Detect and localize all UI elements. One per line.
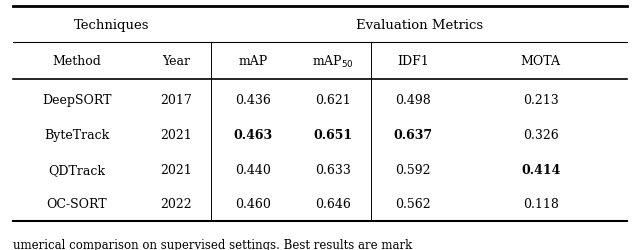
Text: 2017: 2017 — [160, 94, 192, 107]
Text: 0.498: 0.498 — [395, 94, 431, 107]
Text: 0.633: 0.633 — [315, 163, 351, 176]
Text: DeepSORT: DeepSORT — [42, 94, 111, 107]
Text: 2022: 2022 — [160, 198, 192, 210]
Text: IDF1: IDF1 — [397, 55, 429, 68]
Text: 0.436: 0.436 — [235, 94, 271, 107]
Text: 0.562: 0.562 — [395, 198, 431, 210]
Text: umerical comparison on supervised settings. Best results are mark: umerical comparison on supervised settin… — [13, 238, 412, 250]
Text: QDTrack: QDTrack — [48, 163, 106, 176]
Text: 0.651: 0.651 — [313, 128, 353, 141]
Text: MOTA: MOTA — [521, 55, 561, 68]
Text: ByteTrack: ByteTrack — [44, 128, 109, 141]
Text: 2021: 2021 — [160, 128, 192, 141]
Text: mAP: mAP — [238, 55, 268, 68]
Text: Year: Year — [162, 55, 190, 68]
Text: OC-SORT: OC-SORT — [47, 198, 107, 210]
Text: 0.463: 0.463 — [233, 128, 273, 141]
Text: 0.460: 0.460 — [235, 198, 271, 210]
Text: 0.213: 0.213 — [523, 94, 559, 107]
Text: 0.414: 0.414 — [521, 163, 561, 176]
Text: 0.646: 0.646 — [315, 198, 351, 210]
Text: Evaluation Metrics: Evaluation Metrics — [356, 19, 483, 32]
Text: 0.621: 0.621 — [315, 94, 351, 107]
Text: Method: Method — [52, 55, 101, 68]
Text: 0.637: 0.637 — [393, 128, 433, 141]
Text: 0.440: 0.440 — [235, 163, 271, 176]
Text: 0.592: 0.592 — [395, 163, 431, 176]
Text: 2021: 2021 — [160, 163, 192, 176]
Text: 0.326: 0.326 — [523, 128, 559, 141]
Text: Techniques: Techniques — [74, 19, 150, 32]
Text: mAP$_{50}$: mAP$_{50}$ — [312, 53, 354, 70]
Text: 0.118: 0.118 — [523, 198, 559, 210]
